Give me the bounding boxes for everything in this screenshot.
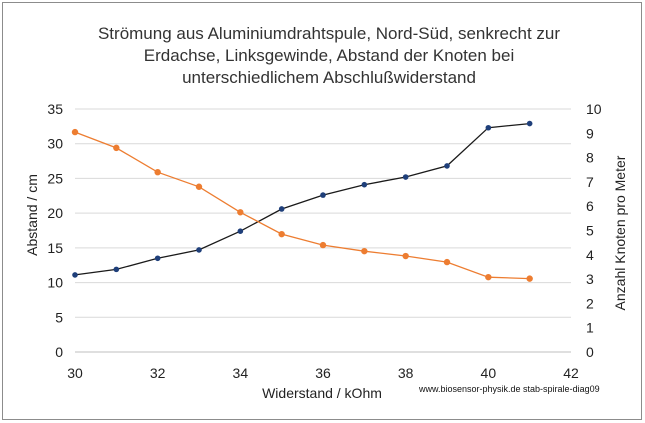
y-right-tick-label-10: 10 [586, 101, 602, 117]
series-1-point-5 [278, 206, 285, 212]
series-1-point-4 [237, 228, 244, 234]
y-left-tick-label-3: 15 [47, 240, 63, 256]
y-left-tick-label-1: 5 [55, 309, 63, 325]
y-left-tick-label-5: 25 [47, 170, 63, 186]
series-2-point-0 [71, 128, 79, 136]
series-1-point-7 [361, 181, 368, 188]
title-line-3: unterschiedlichem Abschlußwiderstand [182, 68, 476, 87]
y-left-tick-label-0: 0 [55, 344, 63, 360]
series-1-point-6 [320, 192, 326, 198]
y-right-tick-label-1: 1 [586, 320, 594, 336]
y-left-tick-label-2: 10 [47, 275, 63, 291]
gridlines [75, 108, 571, 353]
series-1-point-2 [154, 255, 161, 262]
series-2-point-7 [361, 247, 368, 255]
y-right-tick-label-5: 5 [586, 223, 594, 239]
series-2-point-3 [195, 183, 203, 190]
series-2-point-4 [237, 209, 244, 216]
data-series [71, 120, 533, 282]
y-right-tick-label-3: 3 [586, 271, 594, 287]
series-1-point-9 [444, 163, 450, 169]
series-2-point-10 [485, 273, 492, 281]
series-2-point-1 [113, 144, 120, 152]
series-2-point-6 [319, 241, 327, 249]
series-2-point-8 [402, 252, 409, 260]
x-tick-labels: 30 32 34 36 38 40 42 [67, 365, 579, 381]
line-chart: Strömung aus Aluminiumdrahtspule, Nord-S… [24, 24, 628, 401]
series-1-line [74, 122, 530, 276]
x-tick-label-3: 36 [315, 365, 331, 381]
series-2-point-2 [154, 168, 161, 176]
series-1-point-10 [485, 124, 492, 131]
x-tick-label-4: 38 [398, 365, 414, 381]
y-left-tick-label-4: 20 [47, 205, 63, 221]
y-right-tick-label-7: 7 [586, 174, 594, 190]
series-2-point-11 [526, 275, 533, 282]
x-tick-label-6: 42 [563, 365, 579, 381]
series-1-point-1 [113, 266, 120, 273]
y-right-tick-labels: 0 1 2 3 4 5 6 7 8 9 10 [586, 101, 602, 360]
x-axis-label: Widerstand / kOhm [262, 385, 382, 401]
credit-text: www.biosensor-physik.de stab-spirale-dia… [418, 384, 600, 394]
y-right-axis-label: Anzahl Knoten pro Meter [612, 155, 628, 310]
series-1-point-8 [402, 174, 409, 180]
title-line-2: Erdachse, Linksgewinde, Abstand der Knot… [144, 46, 514, 65]
x-tick-label-0: 30 [67, 365, 83, 381]
y-left-tick-label-7: 35 [47, 101, 63, 117]
x-tick-label-2: 34 [233, 365, 249, 381]
y-right-tick-label-9: 9 [586, 125, 594, 141]
y-right-tick-label-6: 6 [586, 198, 594, 214]
y-right-tick-label-8: 8 [586, 150, 594, 166]
series-2-line [74, 131, 530, 280]
y-right-tick-label-2: 2 [586, 295, 594, 311]
series-2-point-5 [278, 230, 285, 238]
y-right-tick-label-4: 4 [586, 247, 594, 263]
y-right-tick-label-0: 0 [586, 344, 594, 360]
series-1-point-11 [526, 120, 533, 127]
y-left-tick-label-6: 30 [47, 136, 63, 152]
x-tick-label-1: 32 [150, 365, 166, 381]
title-line-1: Strömung aus Aluminiumdrahtspule, Nord-S… [98, 24, 560, 43]
chart-title: Strömung aus Aluminiumdrahtspule, Nord-S… [98, 24, 560, 87]
series-2-point-9 [443, 258, 451, 266]
series-1-point-0 [72, 272, 78, 278]
series-1-point-3 [196, 247, 202, 253]
y-left-axis-label: Abstand / cm [24, 174, 40, 256]
y-left-tick-labels: 0 5 10 15 20 25 30 35 [47, 101, 63, 360]
x-tick-label-5: 40 [481, 365, 497, 381]
